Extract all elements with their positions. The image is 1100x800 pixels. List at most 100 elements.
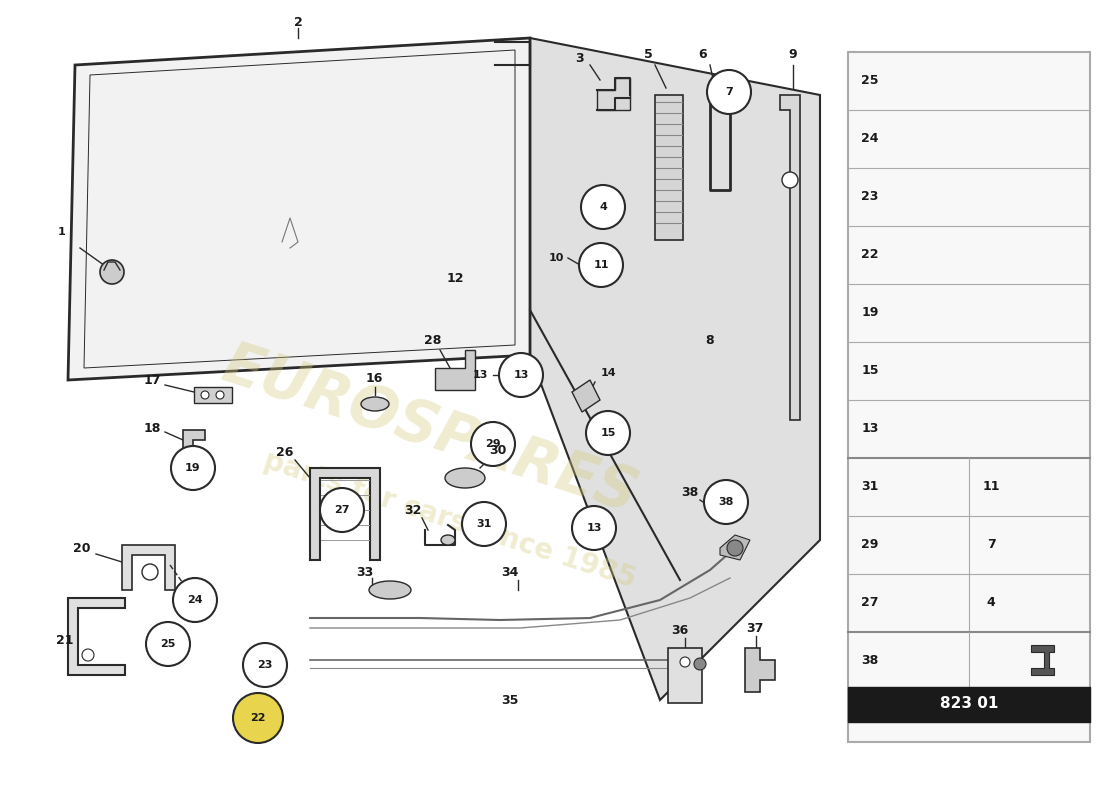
Text: 23: 23 (861, 190, 879, 203)
Circle shape (100, 260, 124, 284)
Circle shape (142, 564, 158, 580)
Circle shape (170, 446, 214, 490)
Text: 823 01: 823 01 (939, 697, 998, 711)
Text: 20: 20 (74, 542, 90, 554)
Text: 8: 8 (706, 334, 714, 346)
Text: 29: 29 (861, 538, 879, 551)
Polygon shape (597, 78, 630, 110)
Circle shape (928, 119, 968, 159)
Circle shape (704, 480, 748, 524)
Text: 11: 11 (982, 481, 1000, 494)
Circle shape (243, 643, 287, 687)
FancyBboxPatch shape (668, 648, 702, 703)
Text: 6: 6 (698, 49, 707, 62)
Polygon shape (1026, 484, 1041, 498)
Text: 18: 18 (143, 422, 161, 434)
Polygon shape (908, 542, 921, 556)
Polygon shape (916, 367, 932, 383)
Text: 26: 26 (276, 446, 294, 458)
Polygon shape (745, 648, 776, 692)
Text: 19: 19 (185, 463, 201, 473)
Circle shape (694, 658, 706, 670)
Text: 27: 27 (334, 505, 350, 515)
Text: 30: 30 (490, 443, 507, 457)
Circle shape (680, 657, 690, 667)
Polygon shape (68, 598, 125, 675)
Circle shape (320, 488, 364, 532)
Text: 25: 25 (161, 639, 176, 649)
Text: 10: 10 (548, 253, 563, 263)
Circle shape (581, 185, 625, 229)
Polygon shape (1031, 645, 1054, 675)
Text: 13: 13 (586, 523, 602, 533)
Text: 5: 5 (644, 49, 652, 62)
Polygon shape (916, 78, 932, 93)
Text: 35: 35 (502, 694, 519, 706)
Text: 38: 38 (861, 654, 879, 666)
Ellipse shape (368, 581, 411, 599)
Text: 15: 15 (601, 428, 616, 438)
Text: 38: 38 (718, 497, 734, 507)
Text: 4: 4 (600, 202, 607, 212)
Text: 17: 17 (143, 374, 161, 386)
Text: 16: 16 (365, 371, 383, 385)
Ellipse shape (361, 397, 389, 411)
Circle shape (572, 506, 616, 550)
Circle shape (586, 411, 630, 455)
Polygon shape (916, 194, 932, 209)
Text: 3: 3 (575, 51, 584, 65)
Text: 4: 4 (987, 597, 996, 610)
Text: 28: 28 (425, 334, 442, 346)
Circle shape (173, 578, 217, 622)
Text: 31: 31 (476, 519, 492, 529)
FancyBboxPatch shape (848, 52, 1090, 742)
Polygon shape (780, 95, 800, 420)
Polygon shape (183, 430, 205, 465)
Text: 32: 32 (405, 503, 421, 517)
Circle shape (201, 391, 209, 399)
FancyBboxPatch shape (654, 95, 683, 240)
Text: 19: 19 (861, 306, 879, 319)
Text: 7: 7 (725, 87, 733, 97)
Text: 1: 1 (58, 227, 66, 237)
Circle shape (471, 422, 515, 466)
Circle shape (939, 130, 957, 148)
Polygon shape (434, 350, 475, 390)
Circle shape (233, 693, 283, 743)
Text: 2: 2 (294, 15, 302, 29)
Polygon shape (68, 38, 530, 380)
Text: 34: 34 (502, 566, 519, 578)
Ellipse shape (441, 535, 455, 545)
FancyBboxPatch shape (194, 387, 232, 403)
Circle shape (82, 649, 94, 661)
Text: 13: 13 (514, 370, 529, 380)
Polygon shape (916, 251, 932, 267)
Text: 24: 24 (861, 133, 879, 146)
Circle shape (707, 70, 751, 114)
Text: 14: 14 (601, 368, 616, 378)
Text: 12: 12 (447, 271, 464, 285)
Polygon shape (122, 545, 175, 590)
Ellipse shape (446, 468, 485, 488)
Polygon shape (310, 468, 380, 560)
Text: 33: 33 (356, 566, 374, 578)
Polygon shape (908, 484, 921, 498)
Circle shape (782, 172, 797, 188)
Polygon shape (916, 426, 932, 441)
Polygon shape (1026, 542, 1041, 556)
Text: 9: 9 (789, 49, 797, 62)
Text: 25: 25 (861, 74, 879, 87)
Polygon shape (916, 310, 932, 325)
Polygon shape (597, 78, 630, 110)
Text: 7: 7 (987, 538, 996, 551)
Text: 23: 23 (257, 660, 273, 670)
Polygon shape (908, 657, 921, 671)
Text: 22: 22 (861, 249, 879, 262)
Text: 24: 24 (187, 595, 202, 605)
Circle shape (462, 502, 506, 546)
Text: 37: 37 (746, 622, 763, 634)
Text: 22: 22 (251, 713, 266, 723)
Text: 13: 13 (861, 422, 879, 435)
Circle shape (499, 353, 543, 397)
Polygon shape (530, 38, 820, 700)
